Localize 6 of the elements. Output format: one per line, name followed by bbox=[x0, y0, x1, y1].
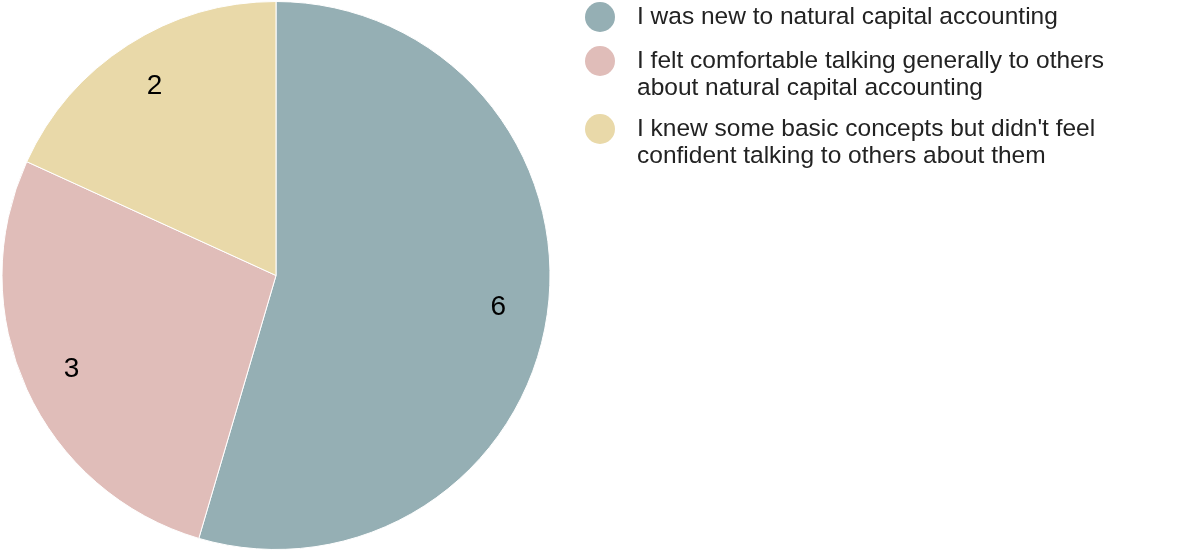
data-label: 3 bbox=[63, 351, 80, 383]
legend-label: I knew some basic concepts but didn't feel confident talking to others about them bbox=[637, 114, 1097, 168]
data-label: 2 bbox=[146, 69, 163, 101]
legend-label: I felt comfortable talking generally to others about natural capital accounting bbox=[637, 46, 1106, 100]
data-label: 6 bbox=[490, 290, 507, 322]
legend-label: I was new to natural capital accounting bbox=[637, 2, 1059, 29]
